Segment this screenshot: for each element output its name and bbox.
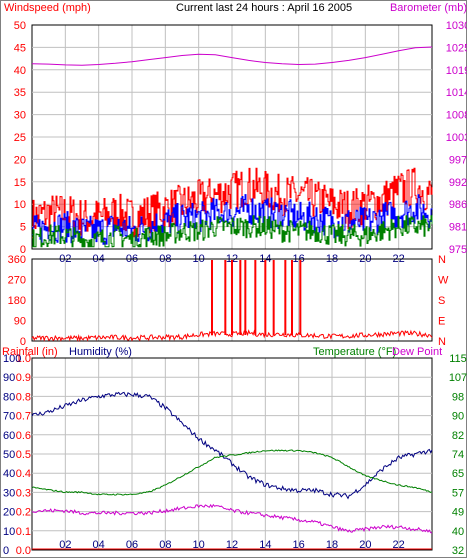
hour-tick-label: 22 (393, 539, 405, 551)
temperature-tick-label: 74 (452, 449, 464, 461)
barometer-axis-title: Barometer (mb) (390, 2, 467, 14)
rainfall-axis-title: Rainfall (in) (2, 346, 58, 358)
temperature-tick-label: 98 (452, 391, 464, 403)
wind-tick-label: 20 (14, 154, 26, 166)
temperature-tick-label: 115 (449, 353, 467, 365)
direction-frame (31, 258, 433, 342)
humidity-tick-label: 10 (3, 526, 15, 538)
rainfall-tick-label: 0.9 (16, 372, 31, 384)
humidity-tick-label: 0 (3, 545, 9, 557)
wind-tick-label: 5 (20, 222, 26, 234)
hour-tick-label: 02 (59, 539, 71, 551)
wind-tick-label: 45 (14, 42, 26, 54)
humidity-tick-label: 50 (3, 449, 15, 461)
direction-tick-label: 90 (14, 316, 26, 328)
compass-tick-label: W (438, 275, 449, 287)
rainfall-tick-label: 0.7 (16, 411, 31, 423)
wind-tick-label: 25 (14, 132, 26, 144)
temperature-axis-title: Temperature (°F) (313, 346, 396, 358)
temperature-series (31, 449, 433, 496)
wind-tick-label: 10 (14, 199, 26, 211)
wind-gust-series (32, 167, 433, 239)
direction-tick-label: 0 (20, 336, 26, 348)
rainfall-tick-label: 0.5 (16, 449, 31, 461)
barometer-tick-label: 986 (449, 199, 467, 211)
temperature-tick-label: 57 (452, 487, 464, 499)
humidity-tick-label: 90 (3, 372, 15, 384)
rainfall-tick-label: 0.3 (16, 487, 31, 499)
windspeed-axis-title: Windspeed (mph) (4, 2, 91, 14)
temperature-tick-label: 107 (449, 372, 467, 384)
barometer-tick-label: 997 (449, 154, 467, 166)
wind-tick-label: 40 (14, 65, 26, 77)
hour-tick-label: 18 (326, 539, 338, 551)
rainfall-tick-label: 1.0 (16, 353, 31, 365)
compass-tick-label: S (438, 295, 445, 307)
hour-tick-label: 20 (359, 539, 371, 551)
hour-tick-label: 12 (226, 539, 238, 551)
humidity-tick-label: 100 (3, 353, 21, 365)
hour-tick-label: 04 (93, 539, 105, 551)
humidity-axis-title: Humidity (%) (69, 346, 132, 358)
direction-tick-label: 180 (8, 295, 26, 307)
rainfall-tick-label: 0.6 (16, 430, 31, 442)
dew-point-axis-title: Dew Point (392, 346, 442, 358)
rain-humidity-temperature-plot: 0.0 0.1 0.2 0.3 0.4 0.5 0.6 0.7 0.8 0.9 1.0 0 10 20 30… (3, 353, 467, 557)
humidity-tick-label: 20 (3, 507, 15, 519)
temperature-tick-label: 65 (452, 468, 464, 480)
wind-tick-label: 15 (14, 177, 26, 189)
compass-tick-label: N (438, 336, 446, 348)
rainfall-tick-label: 0.4 (16, 468, 31, 480)
rainfall-tick-label: 0.8 (16, 391, 31, 403)
wind-tick-label: 35 (14, 87, 26, 99)
barometer-tick-label: 981 (449, 222, 467, 234)
humidity-tick-label: 70 (3, 411, 15, 423)
humidity-tick-label: 80 (3, 391, 15, 403)
barometer-tick-label: 975 (449, 244, 467, 256)
barometer-tick-label: 992 (449, 177, 467, 189)
direction-tick-label: 270 (8, 275, 26, 287)
hour-tick-label: 10 (193, 539, 205, 551)
humidity-series (31, 391, 433, 500)
barometer-tick-label: 1025 (446, 42, 467, 54)
humidity-tick-label: 40 (3, 468, 15, 480)
temperature-tick-label: 49 (452, 507, 464, 519)
barometer-tick-label: 1008 (446, 110, 467, 122)
temperature-tick-label: 90 (452, 411, 464, 423)
hour-tick-label: 16 (293, 539, 305, 551)
temperature-tick-label: 82 (452, 430, 464, 442)
hour-tick-label: 06 (126, 539, 138, 551)
wind-tick-label: 50 (14, 20, 26, 32)
compass-tick-label: N (438, 254, 446, 266)
wind-tick-label: 30 (14, 110, 26, 122)
direction-tick-label: 360 (8, 254, 26, 266)
wind-direction-series (31, 329, 433, 342)
humidity-tick-label: 30 (3, 487, 15, 499)
wind-tick-label: 0 (20, 244, 26, 256)
rainfall-tick-label: 0.0 (16, 545, 31, 557)
rainfall-tick-label: 0.2 (16, 507, 31, 519)
chart-title: Current last 24 hours : April 16 2005 (176, 2, 352, 14)
wind-low-series (32, 215, 433, 248)
barometer-series (31, 46, 433, 66)
rainfall-tick-label: 0.1 (16, 526, 31, 538)
compass-tick-label: E (438, 316, 445, 328)
humidity-tick-label: 60 (3, 430, 15, 442)
barometer-tick-label: 1014 (446, 87, 467, 99)
temperature-tick-label: 32 (452, 545, 464, 557)
hour-tick-label: 14 (259, 539, 271, 551)
hour-tick-label: 08 (159, 539, 171, 551)
dew-point-series (31, 503, 433, 534)
temperature-tick-label: 40 (452, 526, 464, 538)
barometer-tick-label: 1019 (446, 65, 467, 77)
